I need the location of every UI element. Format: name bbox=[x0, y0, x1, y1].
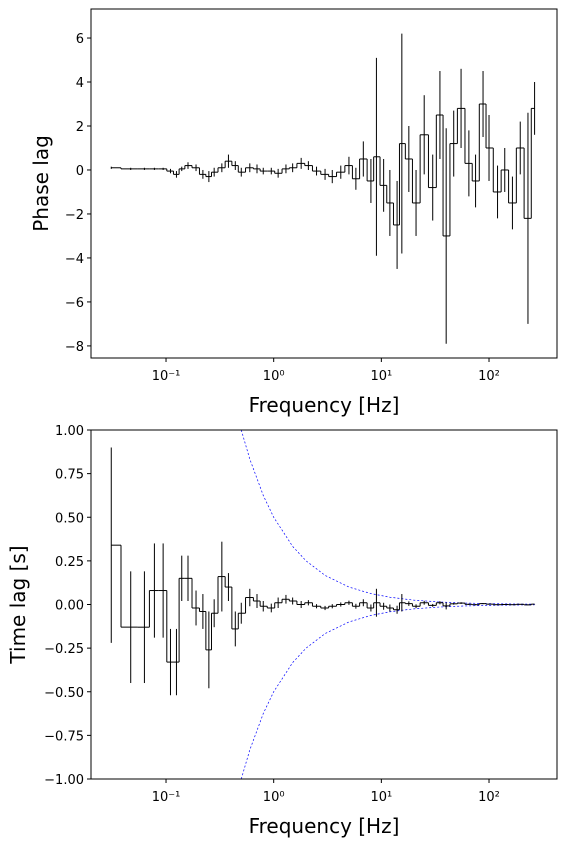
x-tick-label: 10⁰ bbox=[263, 790, 285, 805]
x-tick-label: 10⁰ bbox=[263, 369, 285, 384]
y-tick-label: −1.00 bbox=[44, 773, 84, 788]
y-tick-label: 6 bbox=[76, 32, 84, 47]
x-tick-label: 10¹ bbox=[370, 790, 392, 805]
y-tick-label: 4 bbox=[76, 76, 84, 91]
x-tick-label: 10¹ bbox=[370, 369, 392, 384]
y-tick-label: 0.00 bbox=[55, 599, 84, 614]
axes-frame bbox=[90, 429, 558, 780]
axes-frame bbox=[90, 8, 558, 359]
x-axis-label: Frequency [Hz] bbox=[249, 814, 400, 838]
y-axis-label: Phase lag bbox=[29, 135, 53, 232]
reference-curve bbox=[240, 430, 535, 605]
y-tick-label: 0.75 bbox=[55, 468, 84, 483]
reference-curve bbox=[240, 604, 535, 779]
x-tick-label: 10² bbox=[478, 369, 500, 384]
y-tick-label: −2 bbox=[65, 208, 84, 223]
y-tick-label: 0 bbox=[76, 164, 84, 179]
x-tick-label: 10⁻¹ bbox=[152, 369, 181, 384]
y-tick-label: −6 bbox=[65, 296, 84, 311]
y-tick-label: 1.00 bbox=[55, 424, 84, 439]
y-tick-label: 0.50 bbox=[55, 511, 84, 526]
y-tick-label: 2 bbox=[76, 120, 84, 135]
y-tick-label: 0.25 bbox=[55, 555, 84, 570]
x-tick-label: 10² bbox=[478, 790, 500, 805]
plot-area bbox=[110, 430, 536, 779]
x-tick-label: 10⁻¹ bbox=[152, 790, 181, 805]
x-axis-label: Frequency [Hz] bbox=[249, 393, 400, 417]
y-axis-label: Time lag [s] bbox=[6, 545, 30, 664]
y-tick-label: −4 bbox=[65, 252, 84, 267]
y-tick-label: −0.50 bbox=[44, 686, 84, 701]
plot-area bbox=[110, 33, 536, 344]
y-tick-label: −8 bbox=[65, 340, 84, 355]
y-tick-label: −0.25 bbox=[44, 642, 84, 657]
y-tick-label: −0.75 bbox=[44, 729, 84, 744]
